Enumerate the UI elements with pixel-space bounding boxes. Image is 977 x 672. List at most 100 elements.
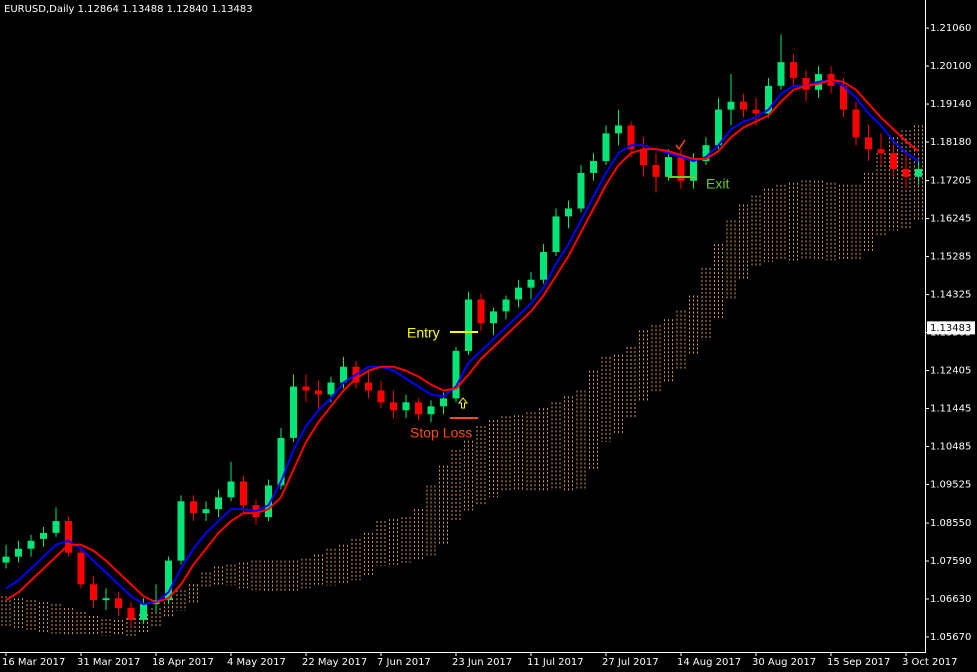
candle-body bbox=[740, 101, 747, 110]
candle-body bbox=[427, 406, 435, 415]
y-tick-label: 1.19140 bbox=[930, 99, 971, 110]
candle-body bbox=[465, 299, 472, 351]
x-tick-label: 23 Jun 2017 bbox=[452, 657, 512, 668]
x-tick-label: 15 Sep 2017 bbox=[827, 657, 890, 668]
candle-body bbox=[302, 386, 310, 391]
x-tick-label: 30 Aug 2017 bbox=[752, 657, 816, 668]
x-tick-label: 22 May 2017 bbox=[302, 657, 367, 668]
candle-body bbox=[165, 560, 172, 601]
candle-body bbox=[227, 481, 235, 498]
candle-body bbox=[615, 125, 622, 134]
y-tick-label: 1.21060 bbox=[930, 23, 971, 34]
x-tick-label: 11 Jul 2017 bbox=[527, 657, 584, 668]
candle-body bbox=[727, 101, 735, 110]
candle-body bbox=[715, 109, 722, 146]
current-price-box bbox=[927, 321, 975, 335]
candle-body bbox=[290, 386, 297, 438]
candle-body bbox=[377, 390, 385, 403]
x-tick-label: 4 May 2017 bbox=[227, 657, 286, 668]
y-tick-label: 1.14325 bbox=[930, 290, 971, 301]
x-tick-label: 3 Oct 2017 bbox=[902, 657, 957, 668]
candle-body bbox=[577, 172, 585, 209]
candle-body bbox=[452, 350, 460, 399]
moving-average-line bbox=[5, 78, 920, 606]
axis-layer: 1.05670 1.06630 1.07590 1.08550 1.09525 1.104… bbox=[2, 23, 975, 668]
candle-body bbox=[127, 608, 135, 620]
candle-body bbox=[177, 501, 185, 561]
candle-body bbox=[677, 157, 685, 181]
candle-body bbox=[327, 382, 335, 395]
cloud-layer bbox=[1, 125, 923, 636]
candle-body bbox=[65, 521, 72, 553]
candle-body bbox=[802, 77, 810, 90]
candle-body bbox=[902, 168, 910, 177]
y-tick-label: 1.09525 bbox=[930, 479, 971, 490]
candle-body bbox=[515, 287, 522, 300]
x-tick-label: 7 Jun 2017 bbox=[377, 657, 431, 668]
candle-body bbox=[190, 501, 197, 514]
candle-body bbox=[627, 125, 635, 150]
line-layer bbox=[5, 78, 920, 606]
candle-body bbox=[640, 149, 647, 165]
y-tick-label: 1.17205 bbox=[930, 176, 971, 187]
candle-body bbox=[27, 540, 35, 549]
candle-body bbox=[527, 279, 535, 288]
candle-body bbox=[890, 153, 897, 169]
candle-body bbox=[40, 532, 47, 539]
x-tick-label: 16 Mar 2017 bbox=[2, 657, 65, 668]
candle-body bbox=[52, 521, 60, 533]
candle-body bbox=[390, 402, 397, 411]
annotation: Entry bbox=[407, 325, 440, 341]
y-tick-label: 1.05670 bbox=[930, 632, 971, 643]
candle-body bbox=[15, 548, 22, 557]
x-tick-label: 14 Aug 2017 bbox=[677, 657, 741, 668]
candle-body bbox=[2, 556, 10, 563]
y-tick-label: 1.08550 bbox=[930, 518, 971, 529]
chart-title: EURUSD,Daily 1.12864 1.13488 1.12840 1.1… bbox=[4, 4, 253, 15]
y-tick-label: 1.20100 bbox=[930, 61, 971, 72]
candle-body bbox=[415, 402, 422, 415]
x-tick-label: 18 Apr 2017 bbox=[152, 657, 214, 668]
candle-layer bbox=[2, 34, 922, 628]
candle-body bbox=[77, 552, 85, 585]
candle-body bbox=[652, 164, 660, 177]
candle-body bbox=[502, 299, 510, 312]
check-icon bbox=[675, 139, 686, 151]
candle-body bbox=[552, 216, 560, 253]
candle-body bbox=[777, 62, 785, 86]
candle-body bbox=[565, 208, 572, 217]
candle-body bbox=[102, 598, 110, 601]
y-tick-label: 1.07590 bbox=[930, 556, 971, 567]
arrow-icon bbox=[457, 397, 469, 409]
candle-body bbox=[852, 109, 860, 138]
candle-body bbox=[865, 137, 872, 150]
candle-body bbox=[840, 85, 847, 110]
candle-body bbox=[602, 133, 610, 162]
x-tick-label: 31 Mar 2017 bbox=[77, 657, 140, 668]
candle-body bbox=[277, 437, 285, 486]
candle-body bbox=[915, 168, 922, 177]
candle-body bbox=[140, 604, 147, 620]
candle-body bbox=[340, 366, 347, 383]
candle-body bbox=[402, 402, 410, 411]
y-tick-label: 1.06630 bbox=[930, 594, 971, 605]
candle-body bbox=[490, 311, 497, 324]
candle-body bbox=[877, 149, 885, 154]
candle-body bbox=[440, 398, 447, 407]
candle-body bbox=[365, 382, 372, 391]
candle-body bbox=[315, 390, 322, 395]
current-price-label: 1.13483 bbox=[930, 323, 971, 334]
candle-body bbox=[765, 85, 772, 114]
annotation: Exit bbox=[706, 176, 729, 192]
moving-average-line bbox=[5, 78, 920, 604]
candle-body bbox=[240, 481, 247, 506]
y-tick-label: 1.18180 bbox=[930, 137, 971, 148]
candle-body bbox=[690, 161, 697, 181]
candle-body bbox=[540, 252, 547, 280]
y-tick-label: 1.15285 bbox=[930, 252, 971, 263]
candle-body bbox=[90, 584, 97, 601]
candle-body bbox=[665, 157, 672, 177]
candle-body bbox=[215, 497, 222, 510]
